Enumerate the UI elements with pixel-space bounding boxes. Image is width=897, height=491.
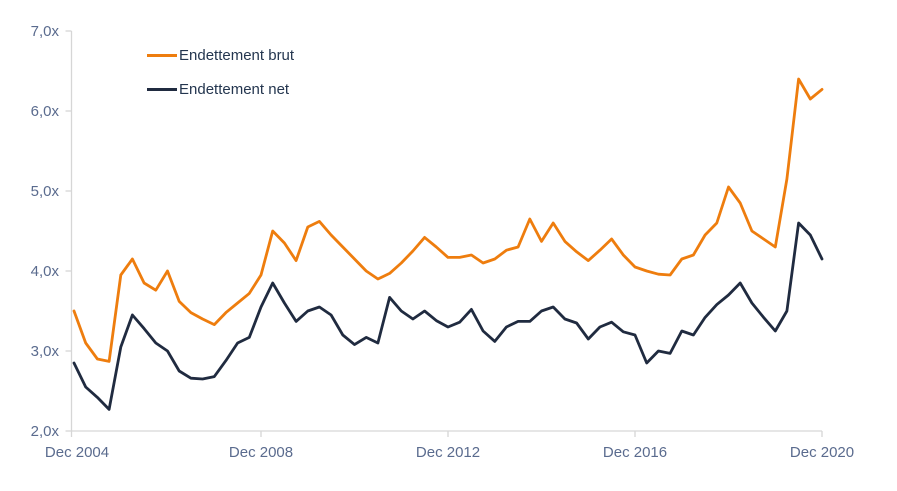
legend-label-brut: Endettement brut xyxy=(179,47,295,64)
legend-item-endettement-net: Endettement net xyxy=(147,79,294,100)
legend: Endettement brut Endettement net xyxy=(147,45,294,113)
x-tick-label: Dec 2016 xyxy=(603,444,667,461)
legend-item-endettement-brut: Endettement brut xyxy=(147,45,294,66)
y-tick-label: 3,0x xyxy=(31,343,60,360)
y-tick-label: 7,0x xyxy=(31,23,60,40)
x-tick-label: Dec 2008 xyxy=(229,444,293,461)
y-tick-label: 4,0x xyxy=(31,263,60,280)
y-tick-label: 2,0x xyxy=(31,423,60,440)
endettement-net-line xyxy=(72,221,824,411)
x-tick-label: Dec 2004 xyxy=(45,444,109,461)
legend-line-swatch-brut xyxy=(147,54,177,57)
legend-label-net: Endettement net xyxy=(179,81,290,98)
y-tick-label: 5,0x xyxy=(31,183,60,200)
legend-line-swatch-net xyxy=(147,88,177,91)
endettement-brut-line xyxy=(72,77,824,363)
x-tick-label: Dec 2020 xyxy=(790,444,854,461)
x-tick-label: Dec 2012 xyxy=(416,444,480,461)
y-tick-label: 6,0x xyxy=(31,103,60,120)
